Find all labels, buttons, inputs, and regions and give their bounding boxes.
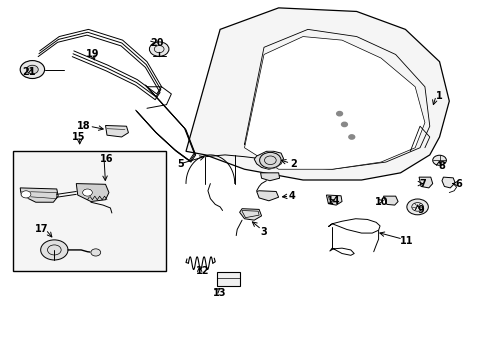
Text: 5: 5 [177,159,184,169]
Text: 10: 10 [374,197,388,207]
Bar [13,151,166,271]
Text: 13: 13 [213,288,226,298]
Text: 11: 11 [399,236,412,246]
Text: 16: 16 [100,154,114,164]
Circle shape [26,65,38,74]
Circle shape [41,240,68,260]
Text: 19: 19 [85,49,99,59]
Text: 15: 15 [72,132,85,142]
Polygon shape [185,8,448,180]
Polygon shape [239,209,261,220]
Polygon shape [418,177,432,188]
Circle shape [21,191,31,198]
Circle shape [82,189,92,196]
Text: 1: 1 [435,91,442,101]
Polygon shape [441,177,454,188]
Text: 7: 7 [418,179,425,189]
Text: 3: 3 [260,227,267,237]
Circle shape [149,42,168,56]
Circle shape [336,112,342,116]
Text: 4: 4 [288,191,295,201]
Polygon shape [244,37,424,169]
Text: 8: 8 [438,161,445,171]
Circle shape [259,152,281,168]
Circle shape [348,135,354,139]
Circle shape [91,249,101,256]
Circle shape [341,122,346,127]
Text: 17: 17 [35,225,49,234]
Polygon shape [383,196,397,205]
Text: 6: 6 [455,179,462,189]
Text: 2: 2 [289,159,296,169]
Text: 21: 21 [22,67,36,77]
Polygon shape [76,184,109,202]
Polygon shape [260,173,279,181]
Text: 20: 20 [150,38,163,48]
Polygon shape [256,191,278,201]
Circle shape [432,155,446,165]
Circle shape [20,60,44,78]
Polygon shape [254,151,283,169]
Polygon shape [20,188,58,202]
Text: 18: 18 [77,121,90,131]
Polygon shape [326,195,341,205]
Text: 9: 9 [417,206,424,216]
Polygon shape [328,219,379,233]
Polygon shape [105,126,128,137]
Circle shape [406,199,427,215]
Text: 12: 12 [196,266,209,276]
Text: 14: 14 [326,196,339,206]
Bar [216,272,240,286]
